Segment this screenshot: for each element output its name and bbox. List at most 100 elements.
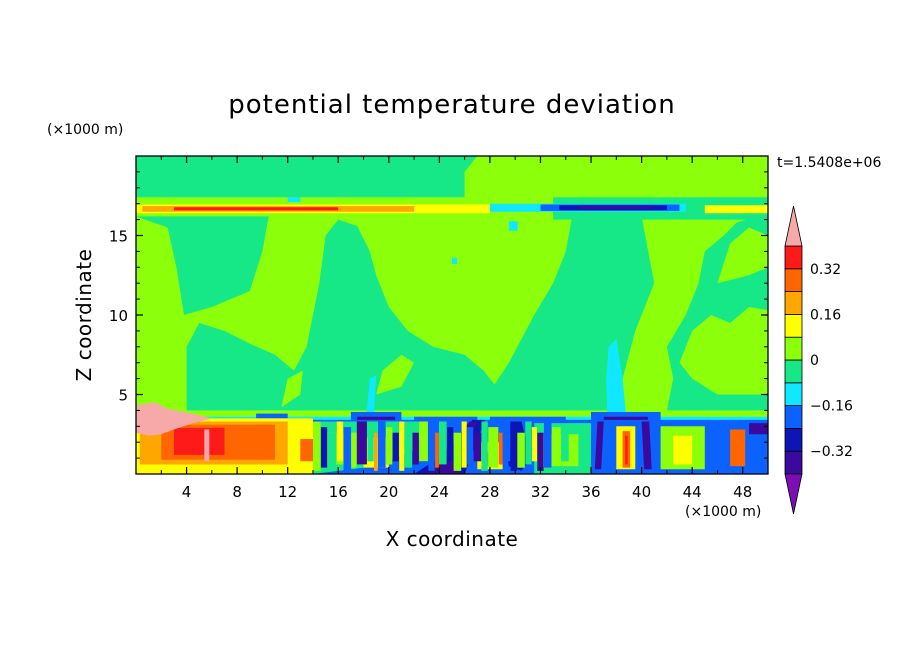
- colorbar-swatch: [784, 450, 803, 475]
- x-tick-label: 28: [480, 483, 499, 501]
- colorbar-under-arrow: [784, 473, 803, 515]
- colorbar-tick-label: 0.32: [810, 262, 841, 278]
- contour-stripe-c6: [386, 427, 393, 465]
- contour-region-c4: [287, 197, 301, 203]
- contour-region-c1: [641, 421, 652, 470]
- contour-region-c1: [578, 206, 655, 210]
- contour-stripe-c1: [356, 421, 367, 465]
- contour-region-c1: [594, 421, 604, 470]
- contour-region-c4: [606, 338, 627, 420]
- contour-region-c7: [704, 205, 768, 214]
- contour-stripe-c2: [320, 427, 328, 468]
- contour-region-c4: [508, 221, 518, 231]
- contour-region-c10: [173, 427, 225, 455]
- x-tick-label: 44: [683, 483, 702, 501]
- contour-region-c5: [186, 219, 509, 411]
- contour-region-c10: [173, 207, 339, 211]
- contour-stripe-c3: [502, 421, 511, 462]
- contour-region-c10: [625, 435, 628, 465]
- colorbar-swatch: [784, 382, 803, 406]
- contour-region-c1: [749, 423, 768, 435]
- contour-region-c6: [155, 299, 184, 387]
- contour-stripe-c7: [399, 421, 405, 471]
- contour-stripe-c5: [481, 421, 488, 471]
- colorbar-swatch: [784, 405, 803, 429]
- colorbar-over-arrow: [784, 205, 803, 247]
- colorbar-tick-label: 0.16: [810, 307, 841, 323]
- contour-region-c9: [730, 429, 746, 467]
- contour-stripe-c6: [313, 421, 321, 471]
- x-tick-label: 20: [379, 483, 398, 501]
- contour-region-c4: [366, 375, 377, 420]
- contour-region-over: [136, 402, 212, 436]
- contour-stripe-c5: [561, 432, 569, 462]
- contour-stripe-c9: [498, 432, 503, 465]
- contour-region-c4: [452, 257, 458, 265]
- time-label: t=1.5408e+06: [777, 155, 881, 171]
- contour-stripe-c6: [453, 432, 462, 471]
- colorbar-swatch: [784, 313, 803, 338]
- contour-region-c6: [717, 227, 768, 284]
- contour-stripe-c8: [374, 432, 378, 471]
- colorbar-swatch: [784, 268, 803, 292]
- contour-stripe-c6: [517, 432, 525, 468]
- contour-stripe-c3: [378, 421, 386, 468]
- contour-stripe-c2: [510, 427, 517, 471]
- contour-stripe-c1: [473, 432, 482, 462]
- y-tick-label: 10: [109, 307, 128, 325]
- contour-stripe-c5: [327, 432, 337, 465]
- x-tick-label: 32: [531, 483, 550, 501]
- x-tick-label: 48: [733, 483, 752, 501]
- x-tick-label: 40: [632, 483, 651, 501]
- contour-stripe-c3: [428, 427, 435, 471]
- x-tick-label: 24: [430, 483, 449, 501]
- contour-stripe-c6: [351, 432, 357, 468]
- contour-region-over: [204, 429, 210, 462]
- contour-region-c7: [673, 435, 693, 465]
- contour-region-c5: [136, 156, 478, 198]
- colorbar-swatch: [784, 427, 803, 452]
- contour-stripe-c3: [343, 427, 352, 471]
- contour-stripe-c5: [404, 427, 413, 468]
- y-tick-label: 15: [109, 228, 128, 246]
- y-unit-label: (×1000 m): [47, 122, 123, 138]
- y-tick-label: 5: [118, 387, 128, 405]
- x-unit-label: (×1000 m): [685, 504, 761, 520]
- chart-title: potential temperature deviation: [228, 90, 675, 120]
- contour-region-c3: [256, 413, 288, 419]
- colorbar-swatch: [784, 245, 803, 270]
- x-tick-label: 36: [581, 483, 600, 501]
- contour-stripe-c7: [336, 421, 344, 462]
- contour-stripe-c5: [439, 421, 447, 465]
- colorbar-tick-label: −0.32: [810, 444, 853, 460]
- y-axis-title: Z coordinate: [72, 249, 96, 382]
- colorbar-swatch: [784, 336, 803, 361]
- x-tick-label: 12: [278, 483, 297, 501]
- contour-stripe-c6: [551, 427, 561, 465]
- contour-stripe-c5: [367, 427, 374, 462]
- contour-stripe-c9: [435, 432, 439, 468]
- x-tick-label: 4: [182, 483, 192, 501]
- contour-stripe-c7: [461, 421, 467, 468]
- contour-stripe-c2: [447, 427, 454, 462]
- colorbar-swatch: [784, 359, 803, 384]
- contour-region-c6: [376, 354, 415, 395]
- colorbar-swatch: [784, 291, 803, 315]
- contour-stripe-c3: [466, 427, 474, 465]
- colorbar: 0.32 0.16 0 −0.16 −0.32: [784, 205, 853, 515]
- colorbar-tick-label: −0.16: [810, 399, 853, 415]
- contour-stripe-c2: [392, 432, 399, 462]
- contour-region-c6: [281, 370, 303, 408]
- x-axis-title: X coordinate: [386, 527, 519, 551]
- contour-region-c5: [136, 216, 269, 315]
- contour-region-c6: [679, 307, 768, 395]
- colorbar-tick-label: 0: [810, 353, 819, 369]
- contour-stripe-c6: [419, 421, 428, 462]
- contour-fill: [136, 156, 768, 474]
- contour-stripe-c6: [488, 427, 499, 468]
- contour-stripe-c3: [543, 421, 552, 468]
- contour-stripe-c5: [525, 421, 532, 465]
- contour-stripe-c1: [537, 432, 544, 471]
